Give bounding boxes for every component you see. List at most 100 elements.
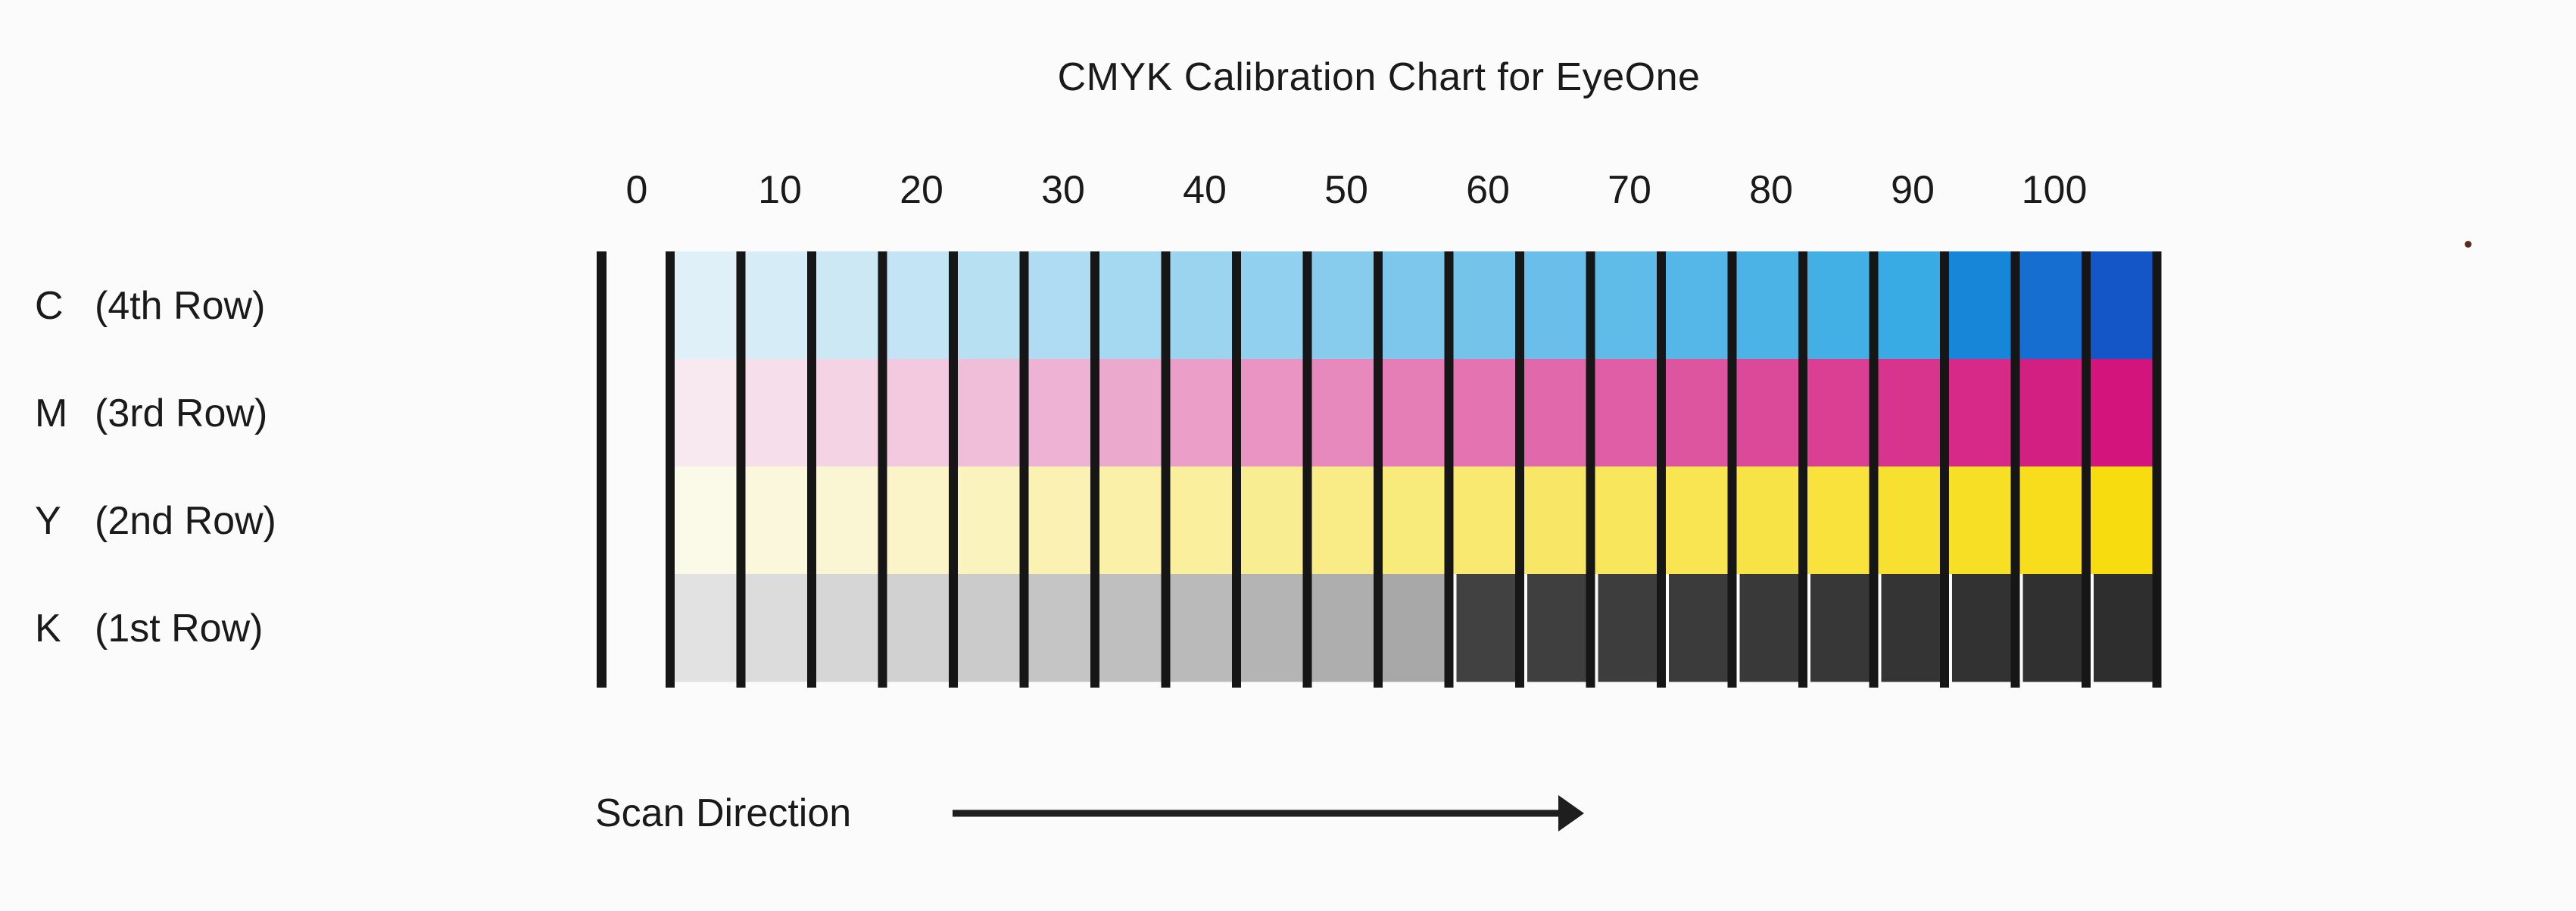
patch-magenta-25 — [1024, 359, 1096, 467]
patch-cyan-55 — [1449, 251, 1520, 360]
patch-yellow-25 — [1024, 466, 1096, 575]
k-gap — [1524, 574, 1527, 686]
patch-cyan-0 — [670, 251, 741, 360]
patch-cyan-15 — [882, 251, 954, 360]
patch-magenta-40 — [1237, 359, 1308, 467]
patch-cyan-45 — [1307, 251, 1379, 360]
row-label-name-magenta: (3rd Row) — [95, 392, 267, 435]
patch-black-40 — [1237, 574, 1308, 682]
patch-magenta-70 — [1661, 359, 1732, 467]
patch-black-0 — [670, 574, 741, 682]
patch-yellow-55 — [1449, 466, 1520, 575]
patch-magenta-30 — [1095, 359, 1166, 467]
patch-magenta-50 — [1378, 359, 1449, 467]
tick-label: 30 — [1041, 168, 1085, 212]
patch-magenta-100 — [2086, 359, 2157, 467]
row-label-letter-magenta: M — [35, 392, 67, 435]
patch-black-25 — [1024, 574, 1096, 682]
k-gap — [1949, 574, 1952, 686]
patch-yellow-5 — [741, 466, 812, 575]
divider-bar — [1019, 251, 1029, 688]
patch-yellow-45 — [1307, 466, 1379, 575]
patch-black-20 — [953, 574, 1024, 682]
patch-black-55 — [1449, 574, 1520, 682]
divider-bar — [1869, 251, 1879, 688]
scan-direction-arrow — [953, 795, 1584, 831]
patch-cyan-50 — [1378, 251, 1449, 360]
patch-yellow-70 — [1661, 466, 1732, 575]
patch-black-15 — [882, 574, 954, 682]
patch-cyan-85 — [1873, 251, 1945, 360]
patch-black-45 — [1307, 574, 1379, 682]
patch-cyan-20 — [953, 251, 1024, 360]
patch-yellow-0 — [670, 466, 741, 575]
k-gap — [1595, 574, 1598, 686]
patch-black-100 — [2086, 574, 2157, 682]
tick-label: 10 — [758, 168, 802, 212]
patch-yellow-75 — [1732, 466, 1804, 575]
patch-black-35 — [1165, 574, 1237, 682]
k-gap — [1878, 574, 1882, 686]
k-gap — [2091, 574, 2094, 686]
color-patches — [670, 251, 2157, 682]
divider-bar — [1232, 251, 1241, 688]
divider-bar — [1302, 251, 1312, 688]
divider-bar — [1657, 251, 1666, 688]
tick-label: 60 — [1466, 168, 1510, 212]
divider-bar — [949, 251, 958, 688]
patch-black-50 — [1378, 574, 1449, 682]
patch-cyan-75 — [1732, 251, 1804, 360]
divider-bar — [2152, 251, 2162, 688]
row-label-letter-yellow: Y — [35, 499, 61, 543]
patch-black-65 — [1590, 574, 1662, 682]
tick-label: 100 — [2022, 168, 2088, 212]
patch-black-90 — [1944, 574, 2016, 682]
patch-yellow-10 — [812, 466, 883, 575]
k-gap — [1736, 574, 1740, 686]
patch-magenta-5 — [741, 359, 812, 467]
divider-bar — [666, 251, 675, 688]
divider-bar — [1798, 251, 1807, 688]
tick-label: 50 — [1324, 168, 1368, 212]
patch-magenta-20 — [953, 359, 1024, 467]
patch-yellow-50 — [1378, 466, 1449, 575]
patch-cyan-5 — [741, 251, 812, 360]
divider-bar — [1515, 251, 1524, 688]
patch-magenta-95 — [2015, 359, 2087, 467]
tick-label: 40 — [1183, 168, 1227, 212]
tick-label: 80 — [1749, 168, 1793, 212]
patch-black-85 — [1873, 574, 1945, 682]
patch-magenta-45 — [1307, 359, 1379, 467]
patch-magenta-90 — [1944, 359, 2016, 467]
patch-cyan-80 — [1803, 251, 1874, 360]
patch-cyan-95 — [2015, 251, 2087, 360]
row-label-name-yellow: (2nd Row) — [95, 499, 276, 543]
patch-magenta-65 — [1590, 359, 1662, 467]
patch-cyan-70 — [1661, 251, 1732, 360]
tick-label: 20 — [900, 168, 943, 212]
patch-black-95 — [2015, 574, 2087, 682]
k-gap — [1453, 574, 1457, 686]
patch-magenta-15 — [882, 359, 954, 467]
patch-yellow-20 — [953, 466, 1024, 575]
patch-cyan-30 — [1095, 251, 1166, 360]
patch-dividers — [597, 251, 2162, 688]
patch-magenta-35 — [1165, 359, 1237, 467]
patch-cyan-65 — [1590, 251, 1662, 360]
patch-cyan-35 — [1165, 251, 1237, 360]
left-border-bar — [597, 251, 607, 688]
patch-cyan-10 — [812, 251, 883, 360]
row-label-name-black: (1st Row) — [95, 607, 263, 650]
divider-bar — [807, 251, 816, 688]
patch-black-30 — [1095, 574, 1166, 682]
patch-yellow-100 — [2086, 466, 2157, 575]
row-label-name-cyan: (4th Row) — [95, 284, 265, 328]
patch-black-10 — [812, 574, 883, 682]
patch-cyan-100 — [2086, 251, 2157, 360]
patch-yellow-40 — [1237, 466, 1308, 575]
divider-bar — [1374, 251, 1383, 688]
patch-cyan-40 — [1237, 251, 1308, 360]
k-gap — [1807, 574, 1810, 686]
k-gap — [1666, 574, 1669, 686]
tick-label: 70 — [1608, 168, 1651, 212]
